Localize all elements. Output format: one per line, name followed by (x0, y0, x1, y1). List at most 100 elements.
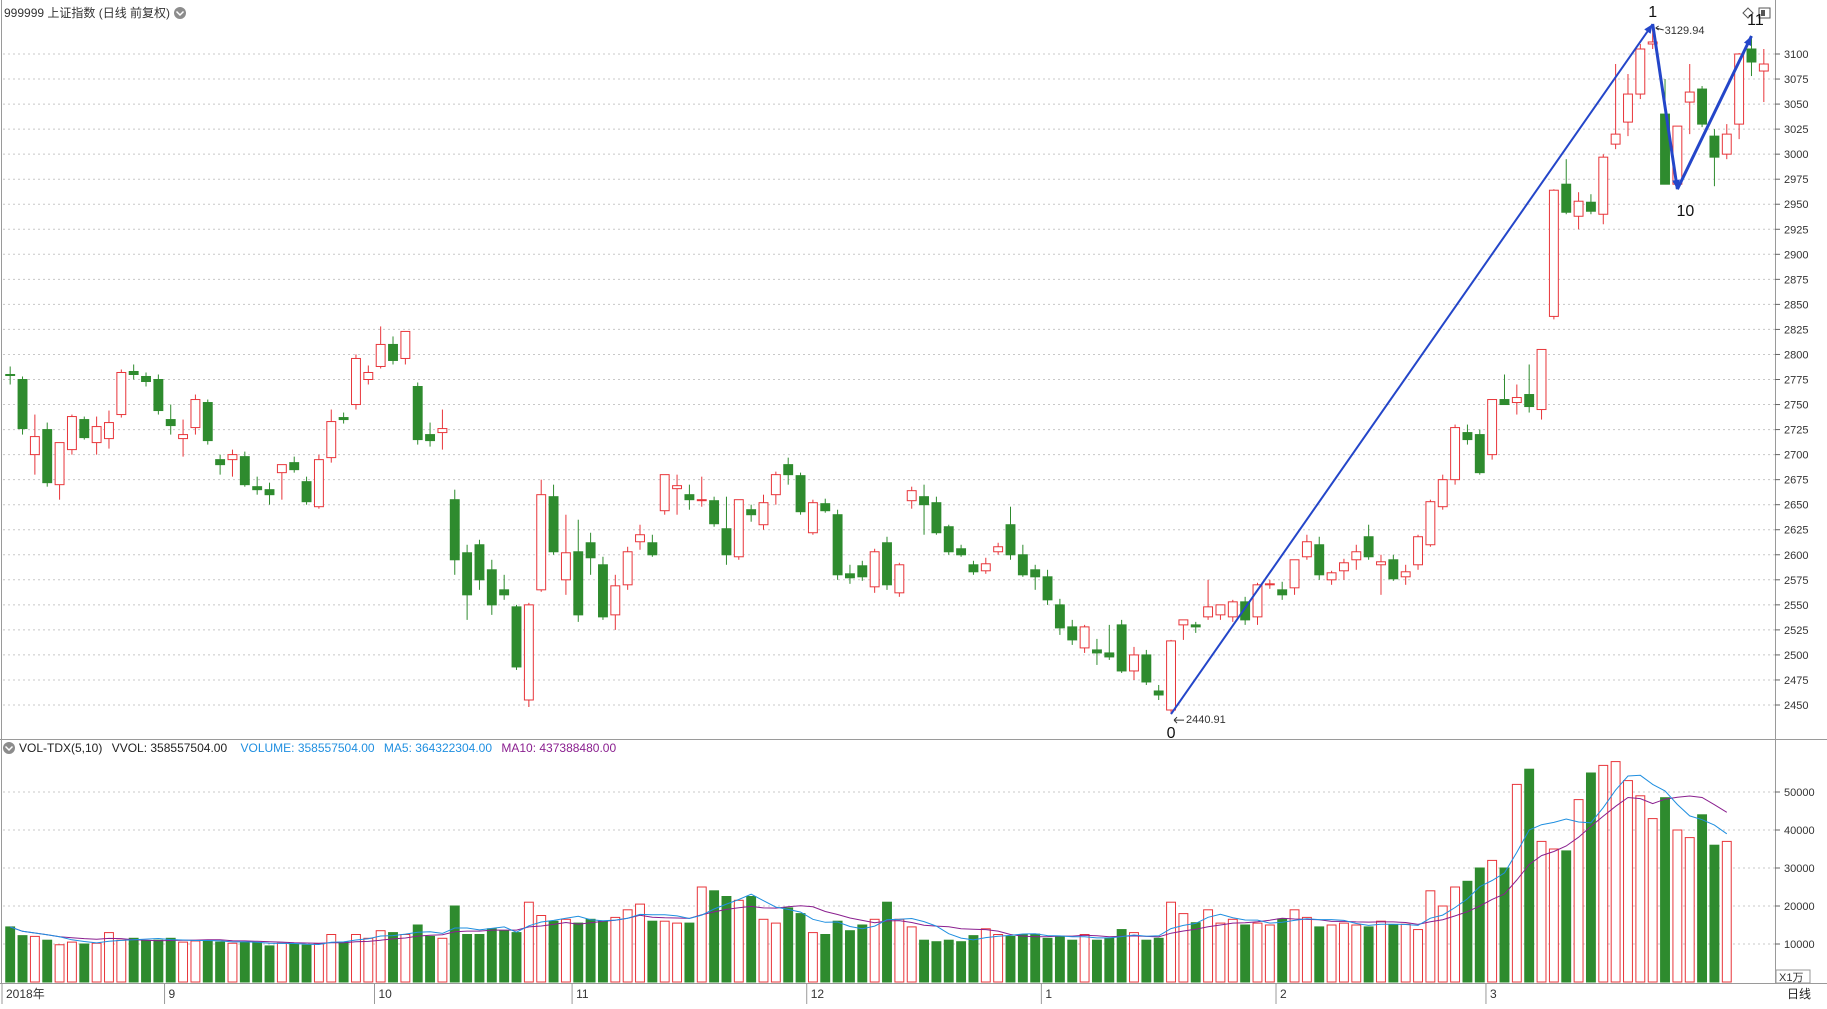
volume-bar (153, 939, 164, 983)
high-pointer-icon (1655, 25, 1664, 31)
high-price-label: 3129.94 (1665, 25, 1705, 37)
candlestick-series (5, 24, 1769, 715)
candle-body (882, 542, 892, 586)
volume-bar (1227, 918, 1238, 983)
candle (820, 498, 831, 513)
candle-body (1548, 189, 1559, 317)
candle (1141, 649, 1152, 685)
title-dropdown-icon[interactable] (174, 7, 186, 19)
volume-bar (770, 922, 781, 983)
candle (425, 422, 436, 447)
volume-bar (202, 940, 213, 983)
candle (980, 557, 991, 574)
volume-bar (511, 932, 522, 983)
candle-body (1326, 572, 1337, 581)
candle-body (1227, 601, 1238, 618)
volume-bar (931, 941, 942, 983)
candle-body (696, 499, 707, 502)
volume-bar (215, 941, 226, 983)
candle-body (1734, 53, 1745, 125)
candle-body (326, 421, 337, 459)
panel-toggle-icon[interactable] (1758, 7, 1771, 19)
volume-bar (1240, 924, 1251, 983)
candle-body (1524, 394, 1535, 408)
volume-bar (1721, 840, 1732, 983)
candle-body (1697, 88, 1708, 125)
candle (437, 409, 448, 450)
volume-bar (91, 942, 102, 983)
candle-body (1314, 544, 1325, 576)
volume-bar (993, 934, 1004, 983)
candle (1030, 564, 1041, 590)
candle-body (412, 386, 423, 441)
volume-bar (227, 942, 238, 983)
volume-bar (906, 926, 917, 983)
volume-bar (857, 924, 868, 983)
candle-body (1067, 626, 1078, 641)
volume-bar (919, 939, 929, 983)
candle (1425, 499, 1436, 547)
volume-bar (1054, 935, 1065, 983)
volume-bar (598, 920, 608, 983)
volume-settings-icon[interactable] (3, 742, 15, 754)
volume-bar (1585, 772, 1596, 983)
volume-bar (1351, 924, 1362, 983)
candle-body (635, 534, 645, 543)
candle-body (783, 464, 794, 476)
ytick-label: 40000 (1784, 825, 1815, 837)
candle (1338, 558, 1349, 580)
volume-bar (1672, 829, 1683, 983)
candle-body (1005, 524, 1016, 556)
volume-bar (178, 941, 189, 983)
volume-bar (449, 905, 460, 983)
volume-bar (1660, 797, 1670, 983)
candle (1697, 86, 1708, 128)
candle-body (1413, 536, 1423, 566)
candle (388, 336, 398, 365)
candle (1474, 429, 1485, 475)
candle-body (1289, 559, 1300, 589)
volume-bar (733, 899, 744, 983)
candle-body (1351, 551, 1362, 561)
candle-body (79, 419, 90, 439)
candle-body (313, 459, 324, 508)
volume-bar (128, 937, 139, 983)
candle-body (1462, 432, 1473, 441)
volume-bar (1141, 939, 1152, 983)
candle-body (1203, 606, 1214, 618)
candle (956, 544, 967, 557)
volume-bar (783, 907, 794, 983)
candle (412, 382, 423, 445)
volume-bar (1104, 937, 1115, 983)
diamond-icon[interactable] (1742, 7, 1754, 19)
volume-bar (980, 928, 991, 983)
candle-body (1623, 93, 1633, 123)
candle (1351, 544, 1362, 570)
period-label[interactable]: 日线 (1787, 987, 1811, 1001)
candle (894, 562, 905, 597)
candle (1314, 536, 1325, 580)
candle-body (1758, 63, 1769, 72)
candle (511, 604, 522, 670)
ytick-label: 2775 (1784, 375, 1808, 387)
volume-bar (523, 901, 534, 983)
candle-body (276, 464, 287, 474)
ma5-line (10, 774, 1728, 946)
volume-bar (351, 934, 361, 983)
candle-body (1017, 554, 1028, 576)
volume-bars (5, 761, 1732, 983)
volume-bar (943, 939, 954, 983)
ytick-label: 2675 (1784, 475, 1808, 487)
volume-bar (1277, 918, 1288, 983)
volume-bar (1623, 780, 1633, 983)
volume-bar (1030, 933, 1041, 983)
candle-body (684, 494, 695, 501)
wave-line-10-11 (1676, 35, 1753, 190)
volume-bar (807, 932, 818, 983)
ytick-label: 2925 (1784, 224, 1808, 236)
candle-body (5, 373, 16, 376)
volume-bar (1326, 924, 1337, 983)
candle (79, 416, 90, 440)
wave-line-0-1-arrowhead (1644, 24, 1653, 34)
volume-bar (252, 941, 263, 983)
